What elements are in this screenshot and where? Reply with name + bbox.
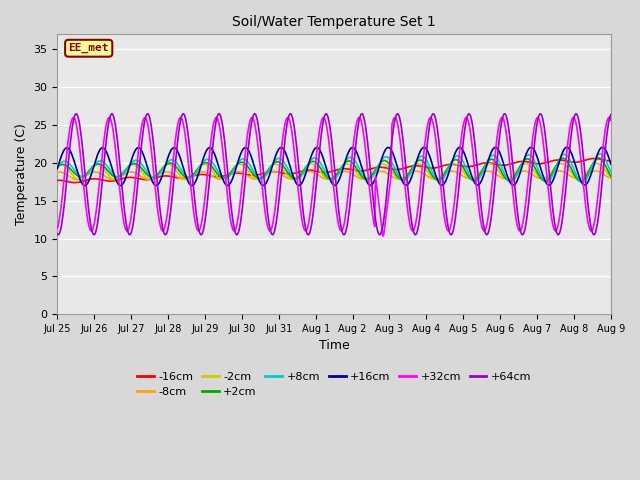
X-axis label: Time: Time — [319, 339, 349, 352]
Y-axis label: Temperature (C): Temperature (C) — [15, 123, 28, 225]
Text: EE_met: EE_met — [68, 43, 109, 53]
Title: Soil/Water Temperature Set 1: Soil/Water Temperature Set 1 — [232, 15, 436, 29]
Legend: -16cm, -8cm, -2cm, +2cm, +8cm, +16cm, +32cm, +64cm: -16cm, -8cm, -2cm, +2cm, +8cm, +16cm, +3… — [132, 367, 536, 402]
